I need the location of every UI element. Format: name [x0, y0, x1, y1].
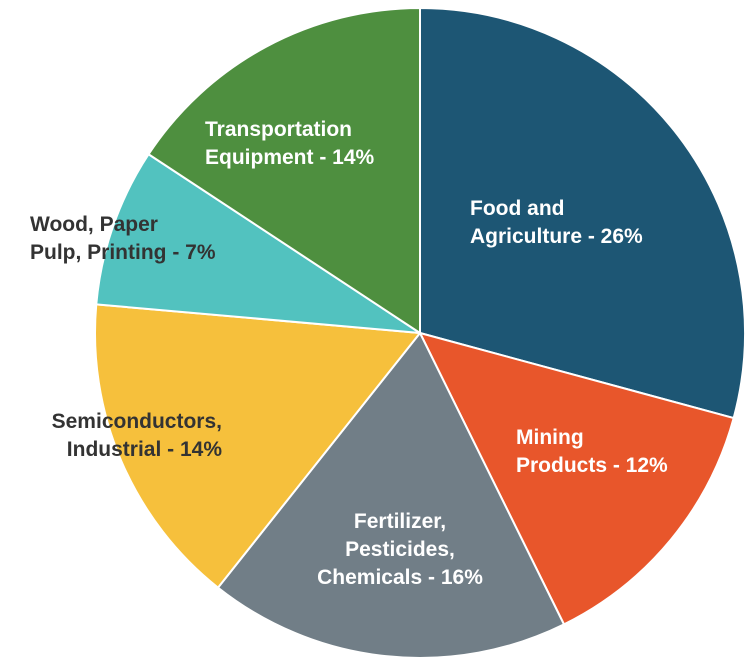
pie-slice — [147, 7, 421, 334]
slice-label: Wood, Paper Pulp, Printing - 7% — [30, 213, 216, 264]
pie-slice — [419, 7, 746, 420]
slice-label: Food and Agriculture - 26% — [470, 197, 643, 248]
pie-slice — [419, 332, 735, 626]
slice-label: Semiconductors, Industrial - 14% — [51, 410, 222, 461]
pie-slice — [94, 303, 421, 589]
slice-label: Fertilizer, Pesticides, Chemicals - 16% — [317, 510, 483, 589]
slice-label: Mining Products - 12% — [516, 426, 668, 477]
pie-slice — [95, 153, 421, 334]
slice-label: Transportation Equipment - 14% — [205, 118, 375, 169]
pie-slice — [217, 332, 565, 658]
